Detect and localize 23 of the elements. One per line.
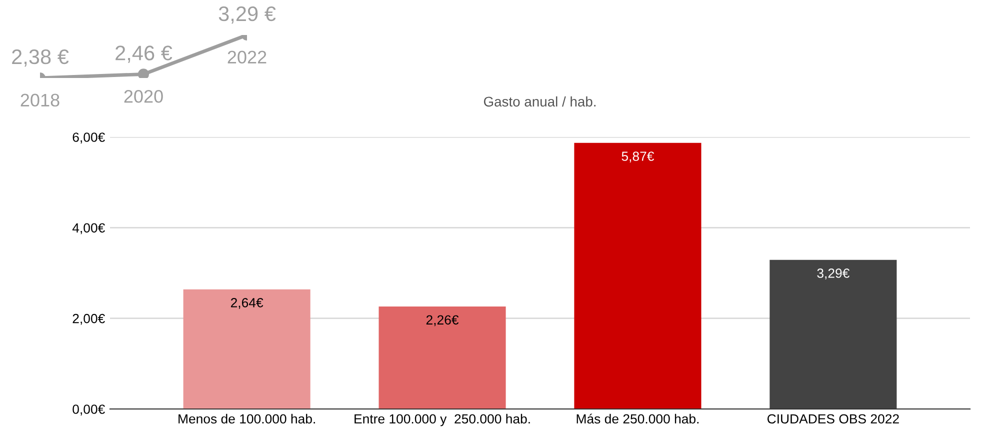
y-tick-label: 6,00€ (72, 132, 105, 144)
data-label: 3,29€ (817, 268, 850, 280)
category-label: 2022 (228, 50, 266, 64)
category-label: 2020 (124, 90, 163, 103)
chart-title: Gasto anual / hab. (484, 96, 596, 107)
data-label: 3,29 € (218, 6, 276, 24)
bar (378, 306, 506, 409)
data-label: 2,46 € (116, 46, 172, 63)
y-tick-label: 4,00€ (72, 223, 105, 234)
data-label: 5,87€ (622, 152, 654, 162)
x-tick-label: Entre 100.000 y 250.000 hab. (354, 414, 530, 426)
category-label: 2018 (20, 94, 60, 107)
bar (183, 289, 310, 409)
data-label: 2,38 € (12, 49, 69, 67)
x-tick-label: CIUDADES OBS 2022 (767, 414, 899, 424)
bar (574, 142, 702, 409)
data-label: 2,64€ (230, 298, 264, 309)
data-label: 2,26€ (426, 315, 459, 326)
y-tick-label: 2,00€ (72, 314, 105, 325)
y-tick-label: 0,00€ (72, 404, 105, 416)
x-tick-label: Más de 250.000 hab. (576, 414, 699, 424)
bar (770, 260, 897, 409)
x-tick-label: Menos de 100.000 hab. (178, 414, 315, 424)
